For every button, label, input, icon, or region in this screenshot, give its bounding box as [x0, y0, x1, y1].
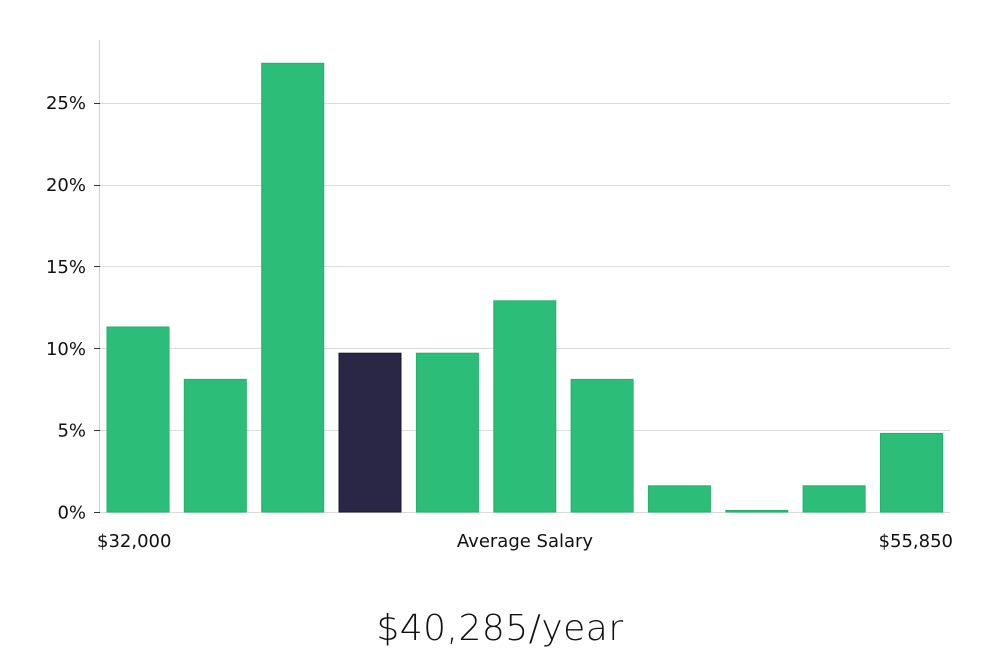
- bar-10: [880, 432, 943, 513]
- y-tick-label-0: 0%: [57, 503, 86, 524]
- x-max-label: $55,850: [879, 531, 953, 552]
- y-tick-label-5: 5%: [57, 421, 86, 442]
- bar-6: [570, 378, 634, 513]
- average-salary-value: $40,285/year: [376, 608, 624, 649]
- bar-9: [802, 485, 866, 513]
- bar-1: [183, 378, 247, 513]
- bar-7: [647, 485, 711, 513]
- bar-5: [493, 300, 557, 513]
- bar-highlighted-3: [338, 352, 402, 513]
- bar-0: [106, 326, 170, 513]
- y-tick-labels: 0% 5% 10% 15% 20% 25%: [46, 93, 100, 524]
- x-axis-title: Average Salary: [457, 531, 594, 552]
- bar-layer: [106, 62, 943, 513]
- y-tick-label-10: 10%: [46, 339, 86, 360]
- bar-8: [725, 510, 789, 513]
- bar-2: [261, 62, 325, 513]
- y-tick-label-20: 20%: [46, 175, 86, 196]
- y-tick-label-15: 15%: [46, 257, 86, 278]
- y-tick-label-25: 25%: [46, 93, 86, 114]
- x-axis-labels: $32,000 Average Salary $55,850: [97, 531, 953, 552]
- salary-histogram-chart: 0% 5% 10% 15% 20% 25% $32,000 Average Salary …: [46, 40, 953, 552]
- bar-4: [415, 352, 479, 513]
- x-min-label: $32,000: [97, 531, 171, 552]
